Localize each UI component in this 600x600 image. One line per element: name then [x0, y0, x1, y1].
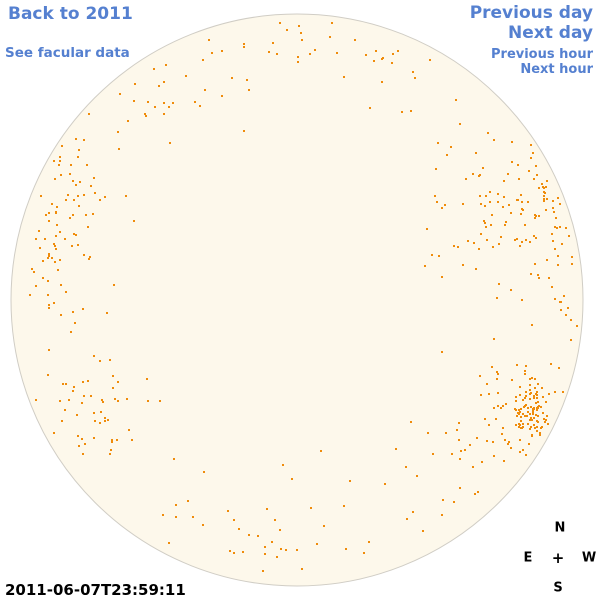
previous-hour-link[interactable]: Previous hour — [491, 47, 593, 62]
hour-navigation: Previous hour Next hour — [491, 47, 593, 77]
previous-day-link[interactable]: Previous day — [469, 3, 593, 23]
next-hour-link[interactable]: Next hour — [520, 62, 593, 77]
next-day-link[interactable]: Next day — [508, 23, 593, 43]
timestamp-label: 2011-06-07T23:59:11 — [5, 581, 186, 599]
day-navigation: Previous day Next day — [470, 3, 593, 43]
back-to-year-link[interactable]: Back to 2011 — [8, 4, 133, 24]
facular-data-link[interactable]: See facular data — [5, 45, 130, 61]
